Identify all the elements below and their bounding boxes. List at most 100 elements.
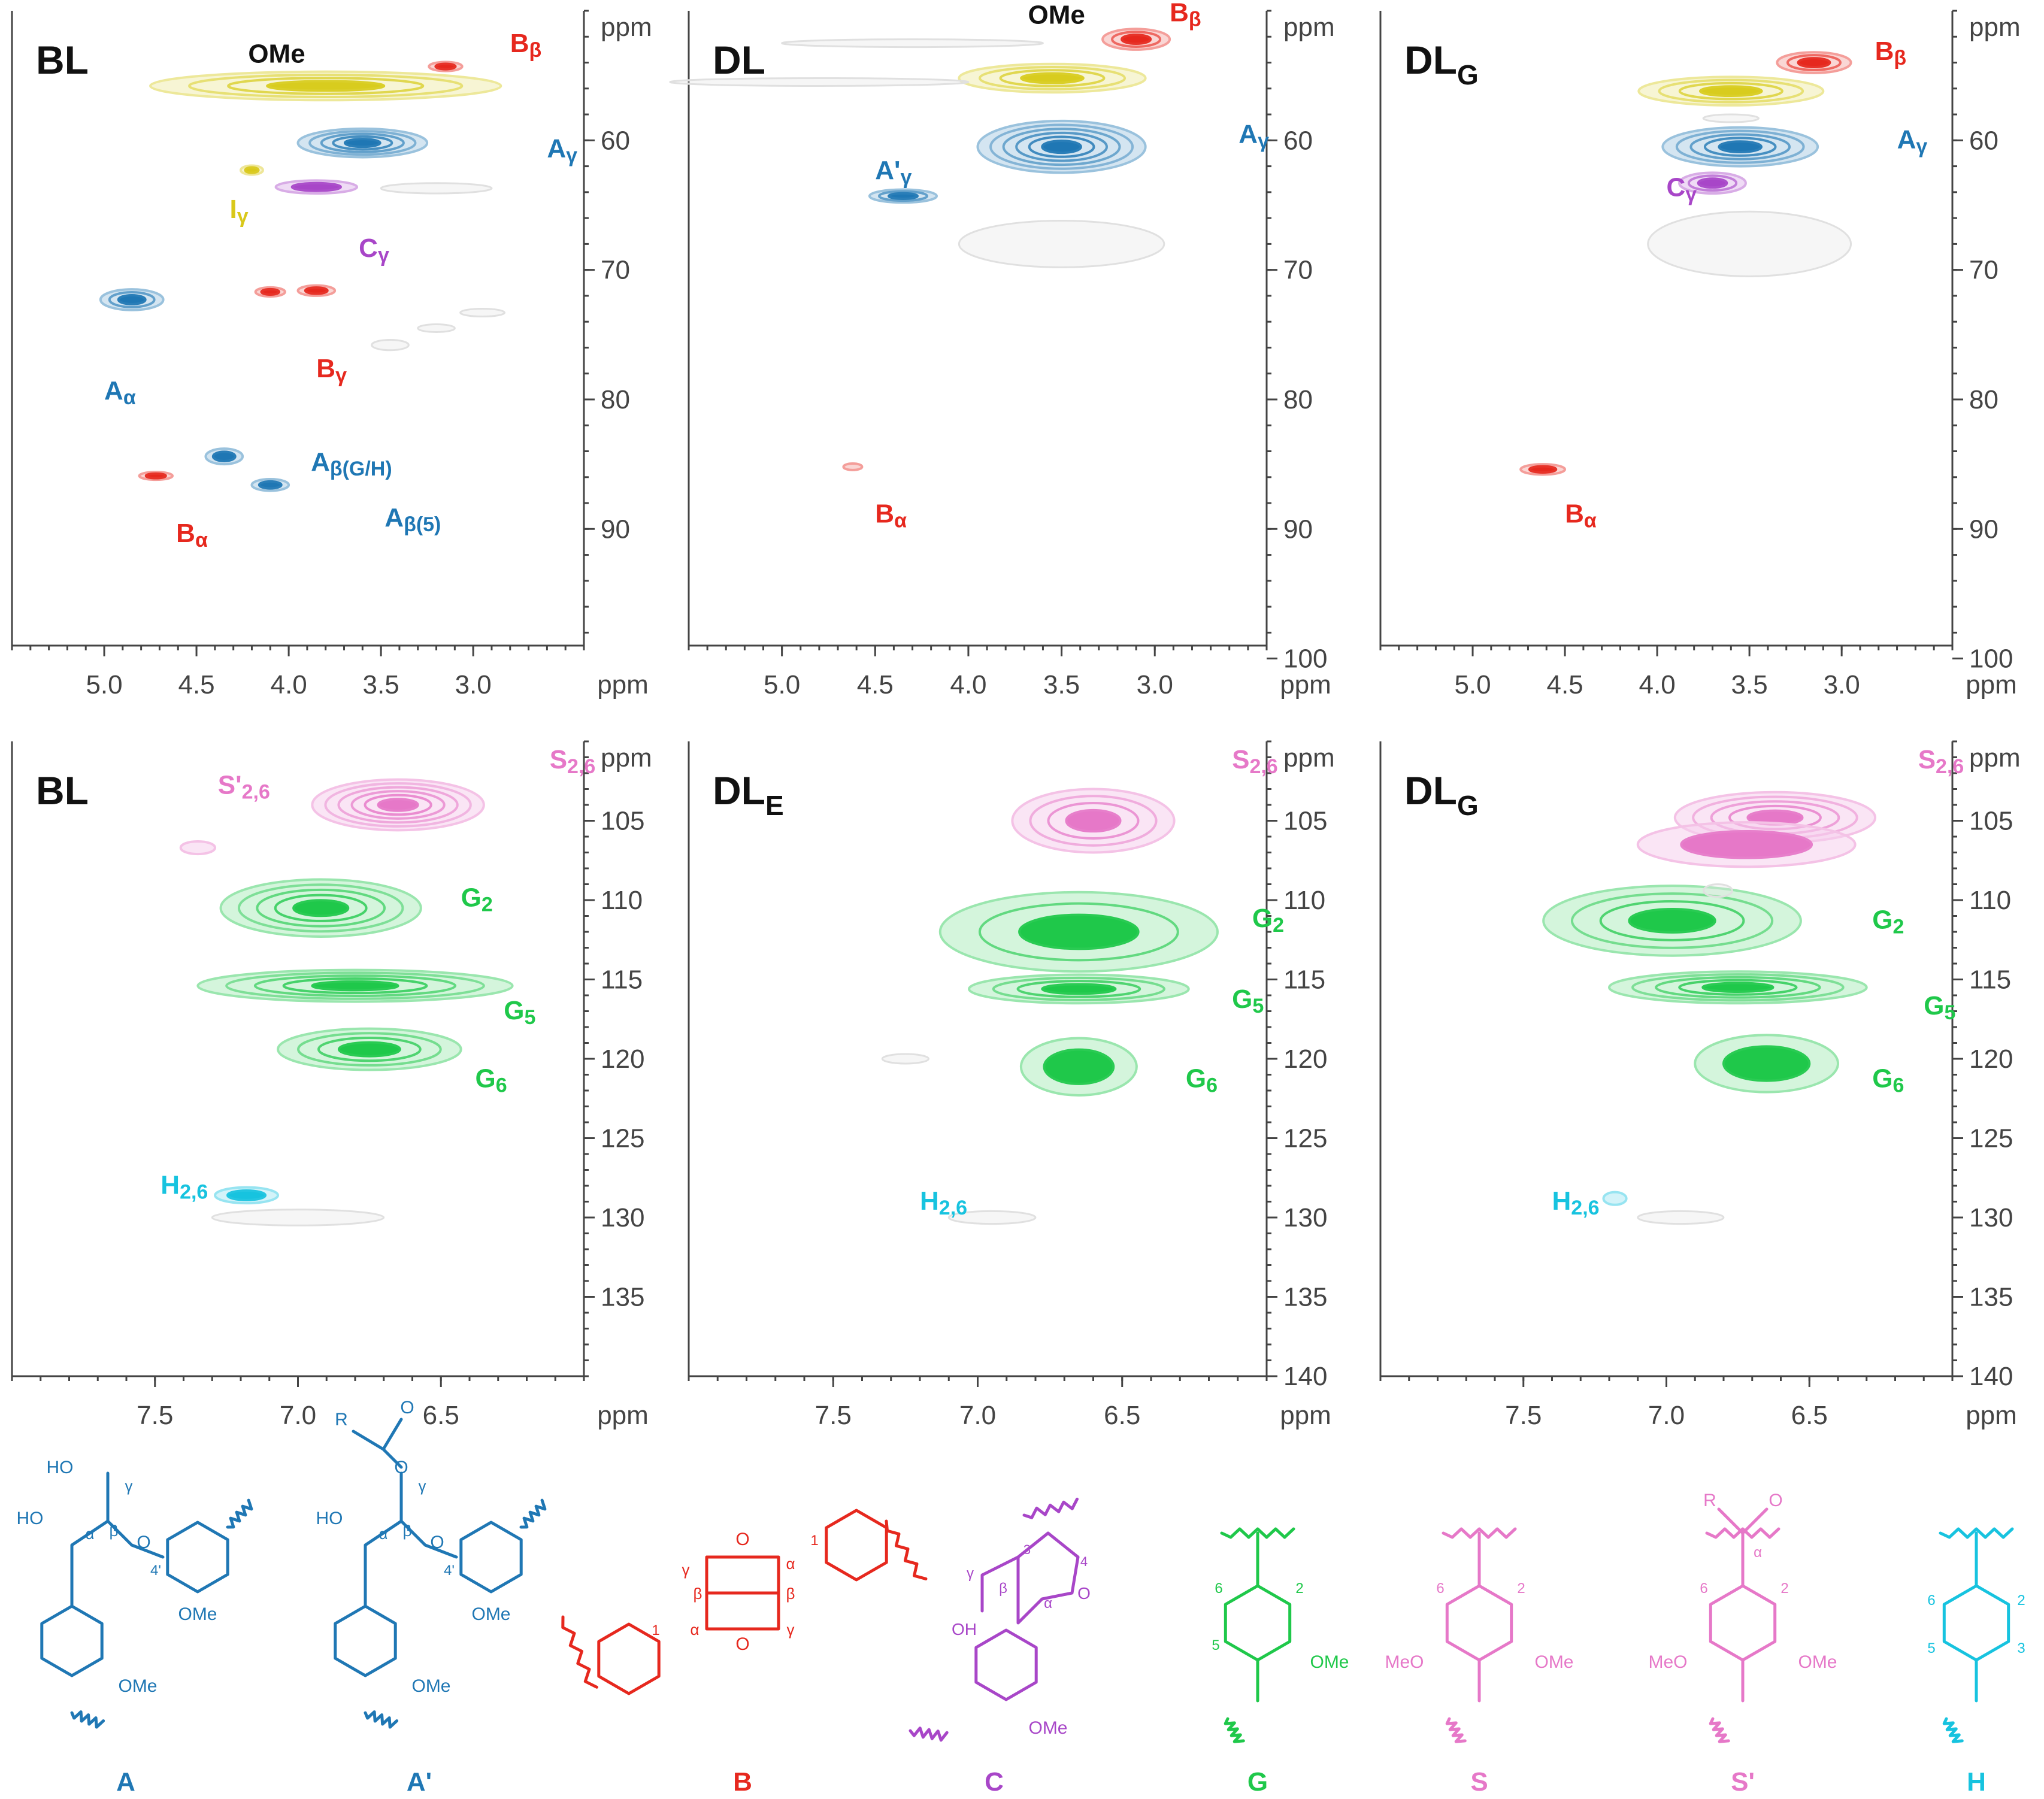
peak-contour xyxy=(274,894,368,922)
peak-label: H2,6 xyxy=(920,1186,967,1219)
y-tick-label: 90 xyxy=(1969,514,1998,544)
peak-contour xyxy=(1528,465,1558,474)
peak-grey xyxy=(1637,1210,1725,1225)
peak-label: A'γ xyxy=(875,156,912,189)
x-tick-label: 7.5 xyxy=(815,1401,852,1430)
peak-contour xyxy=(260,287,281,296)
structure-label: A xyxy=(116,1767,135,1797)
structure-text: OH xyxy=(952,1620,977,1639)
peak-contour xyxy=(1702,113,1760,123)
x-tick-label: 7.0 xyxy=(280,1401,316,1430)
peak-contour xyxy=(1029,795,1158,847)
y-axis-label: ppm xyxy=(1969,743,2021,773)
structure-S: 6 2 MeO OMe S xyxy=(1385,1527,1574,1797)
peak-contour xyxy=(308,130,417,156)
peak-label: Aγ xyxy=(1238,120,1269,153)
y-axis-label: ppm xyxy=(601,743,652,773)
x-axis-label: ppm xyxy=(597,670,649,699)
structure-text: 6 xyxy=(1927,1592,1935,1609)
x-tick-label: 4.5 xyxy=(1546,670,1583,699)
structure-text: β xyxy=(786,1585,795,1603)
structure-text: O xyxy=(1769,1491,1782,1510)
peak-contour xyxy=(947,1210,1037,1225)
peak-contour xyxy=(1121,34,1152,46)
structure-text: HO xyxy=(17,1509,44,1528)
y-tick-label: 70 xyxy=(1283,256,1313,285)
x-tick-label: 3.5 xyxy=(1731,670,1768,699)
peak-contour xyxy=(117,293,147,305)
peak-B xyxy=(1776,51,1852,74)
wavy-bond xyxy=(70,1710,105,1729)
peak-grey xyxy=(1702,113,1760,123)
structure-text: α xyxy=(378,1525,387,1543)
peak-G xyxy=(277,1027,462,1071)
peak-contour xyxy=(371,338,410,352)
peak-contour xyxy=(1028,135,1095,158)
peak-label: Aβ(5) xyxy=(384,503,441,536)
wavy-bond xyxy=(519,1498,547,1529)
peak-label: S2,6 xyxy=(550,745,596,778)
peak-contour xyxy=(1018,913,1140,950)
structure-label: H xyxy=(1967,1767,1986,1797)
structure-text: R xyxy=(335,1410,348,1429)
ring xyxy=(40,1604,104,1677)
peak-label: G6 xyxy=(1186,1064,1218,1097)
y-tick-label: 135 xyxy=(1283,1283,1327,1312)
peak-G xyxy=(968,973,1190,1005)
panel-p3: 5.0 4.5 4.0 3.5 3.0 ppm60708090100ppmDLGBβAγC… xyxy=(1379,10,2021,699)
structure-text: β xyxy=(110,1522,119,1540)
x-tick-label: 4.0 xyxy=(1639,670,1676,699)
y-tick-label: 90 xyxy=(601,514,630,544)
peak-label: Bβ xyxy=(1170,0,1201,31)
peak-contour xyxy=(324,782,472,828)
peak-G xyxy=(1019,1037,1138,1097)
peak-label: Cγ xyxy=(359,234,389,266)
y-axis-label: ppm xyxy=(1283,13,1335,42)
structure-text: O xyxy=(137,1533,150,1552)
peak-contour xyxy=(1658,78,1804,104)
structure-text: R xyxy=(1703,1491,1716,1510)
peak-contour xyxy=(1689,133,1791,160)
structure-text: α xyxy=(1044,1595,1052,1612)
peak-label: Bβ xyxy=(1875,37,1907,69)
peak-contour xyxy=(1678,81,1783,101)
peak-S xyxy=(311,778,485,832)
y-tick-label: 100 xyxy=(1969,644,2013,674)
x-tick-label: 4.0 xyxy=(950,670,986,699)
peak-contour xyxy=(1701,982,1775,993)
wavy-bond xyxy=(561,1615,598,1689)
peak-label: Iγ xyxy=(230,195,249,228)
x-tick-label: 3.5 xyxy=(363,670,399,699)
peak-label: Aβ(G/H) xyxy=(311,447,392,480)
peak-label: G2 xyxy=(461,883,493,916)
peak-label: Bα xyxy=(176,519,208,552)
peak-contour xyxy=(978,65,1127,90)
structure-text: 4' xyxy=(444,1562,455,1579)
wavy-bond xyxy=(1942,1717,1964,1743)
peak-contour xyxy=(253,974,457,997)
peak-contour xyxy=(1786,54,1842,71)
structure-text: γ xyxy=(967,1565,974,1582)
peak-A xyxy=(1661,126,1819,168)
structure-label: S xyxy=(1470,1767,1488,1797)
peak-contour xyxy=(266,80,386,92)
wavy-bond xyxy=(1220,1527,1295,1539)
peak-B xyxy=(1101,28,1171,51)
y-tick-label: 115 xyxy=(601,965,643,995)
panel-title: DL xyxy=(713,38,765,82)
x-tick-label: 4.5 xyxy=(178,670,214,699)
y-tick-label: 140 xyxy=(1283,1362,1327,1391)
peak-contour xyxy=(179,840,217,856)
ring xyxy=(974,1628,1038,1701)
peak-G xyxy=(1694,1034,1839,1094)
y-tick-label: 105 xyxy=(601,807,644,836)
x-tick-label: 3.0 xyxy=(455,670,492,699)
peak-B xyxy=(296,284,337,297)
peak-contour xyxy=(317,1036,422,1062)
wavy-bond xyxy=(364,1710,399,1729)
peak-contour xyxy=(350,790,446,820)
carbonyl xyxy=(1717,1507,1769,1535)
peak-contour xyxy=(225,971,485,1000)
structure-text: HO xyxy=(47,1458,74,1477)
